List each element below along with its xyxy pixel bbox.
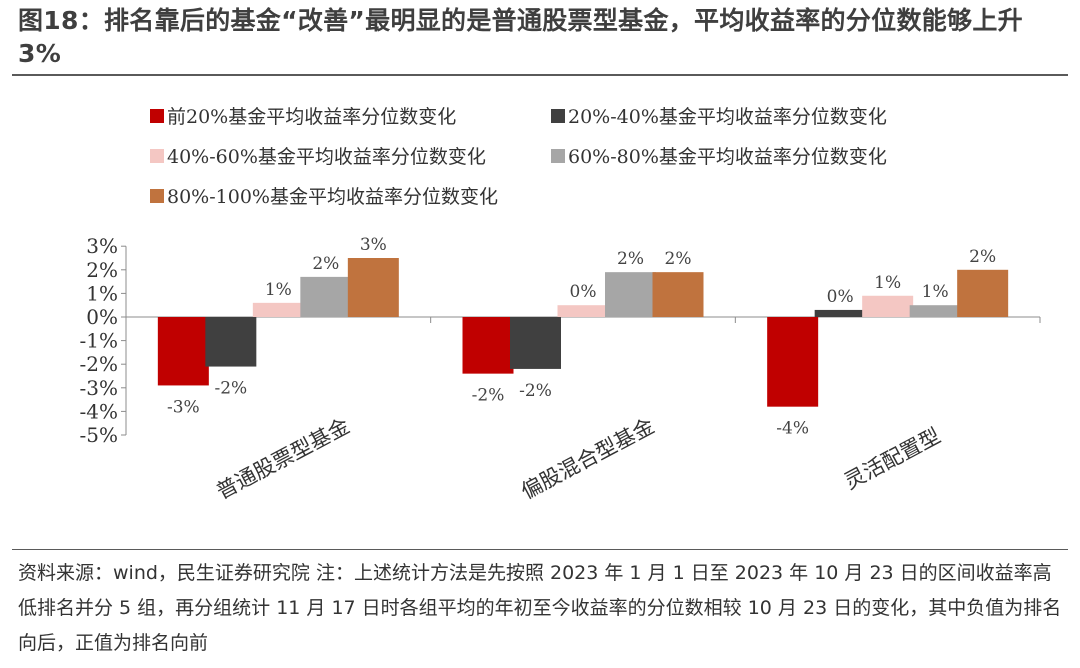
bar-series1-1 [158,317,209,385]
category-label-1: 普通股票型基金 [213,414,354,504]
data-label-series4-3: 1% [922,282,949,302]
data-label-series3-1: 1% [265,280,292,300]
legend-label-1: 前20%基金平均收益率分位数变化 [167,106,456,128]
chart-data-labels: -3% -2% 1% 2% 3% -2% -2% 0% 2% 2% -4% 0% 1% 1% 2% [167,235,996,439]
legend-label-5: 80%-100%基金平均收益率分位数变化 [167,186,498,208]
bar-series5-3 [957,270,1008,317]
y-tick-label: -1% [80,329,119,353]
bar-series3-1 [253,303,304,317]
category-label-2: 偏股混合型基金 [517,414,658,504]
data-label-series1-3: -4% [776,419,809,439]
footnote-divider [12,549,1068,550]
data-label-series2-2: -2% [519,381,552,401]
data-label-series5-3: 2% [969,247,996,267]
legend-swatch-4 [551,149,565,163]
data-label-series3-3: 1% [874,273,901,293]
bar-series3-3 [862,296,913,317]
bar-chart: 前20%基金平均收益率分位数变化 20%-40%基金平均收益率分位数变化 40%-6… [0,80,1080,550]
y-tick-label: -3% [80,376,119,400]
bar-series5-1 [348,258,399,317]
source-footnote: 资料来源：wind，民生证券研究院 注：上述统计方法是先按照 2023 年 1 … [18,556,1070,661]
chart-legend: 前20%基金平均收益率分位数变化 20%-40%基金平均收益率分位数变化 40%-6… [150,106,887,208]
data-label-series1-2: -2% [472,386,505,406]
data-label-series2-3: 0% [827,287,854,307]
data-label-series5-1: 3% [360,235,387,255]
bar-series4-1 [300,277,351,317]
y-tick-label: 1% [86,281,118,305]
legend-swatch-3 [150,149,164,163]
data-label-series4-1: 2% [312,254,339,274]
chart-category-labels: 普通股票型基金 偏股混合型基金 灵活配置型 [213,414,945,504]
y-tick-label: -4% [80,399,119,423]
legend-label-3: 40%-60%基金平均收益率分位数变化 [167,146,486,168]
bar-series5-2 [653,272,704,317]
data-label-series2-1: -2% [214,379,247,399]
y-tick-label: -2% [80,352,119,376]
bar-series2-2 [510,317,561,369]
bar-series4-2 [605,272,656,317]
data-label-series1-1: -3% [167,397,200,417]
data-label-series4-2: 2% [617,249,644,269]
data-label-series3-2: 0% [570,282,597,302]
y-tick-label: -5% [80,423,119,447]
legend-swatch-1 [150,109,164,123]
y-tick-label: 0% [86,305,118,329]
legend-label-2: 20%-40%基金平均收益率分位数变化 [568,106,887,128]
title-divider [12,74,1068,76]
category-label-3: 灵活配置型 [840,424,944,494]
legend-swatch-5 [150,189,164,203]
bar-series2-1 [205,317,256,367]
data-label-series5-2: 2% [665,249,692,269]
bar-series1-2 [463,317,514,374]
y-tick-label: 3% [86,234,118,258]
bar-series3-2 [558,305,609,317]
bar-series2-3 [815,310,866,317]
legend-label-4: 60%-80%基金平均收益率分位数变化 [568,146,887,168]
bar-series4-3 [910,305,961,317]
y-tick-label: 2% [86,258,118,282]
bar-series1-3 [767,317,818,407]
legend-swatch-2 [551,109,565,123]
figure-title: 图18：排名靠后的基金“改善”最明显的是普通股票型基金，平均收益率的分位数能够上… [18,4,1068,70]
